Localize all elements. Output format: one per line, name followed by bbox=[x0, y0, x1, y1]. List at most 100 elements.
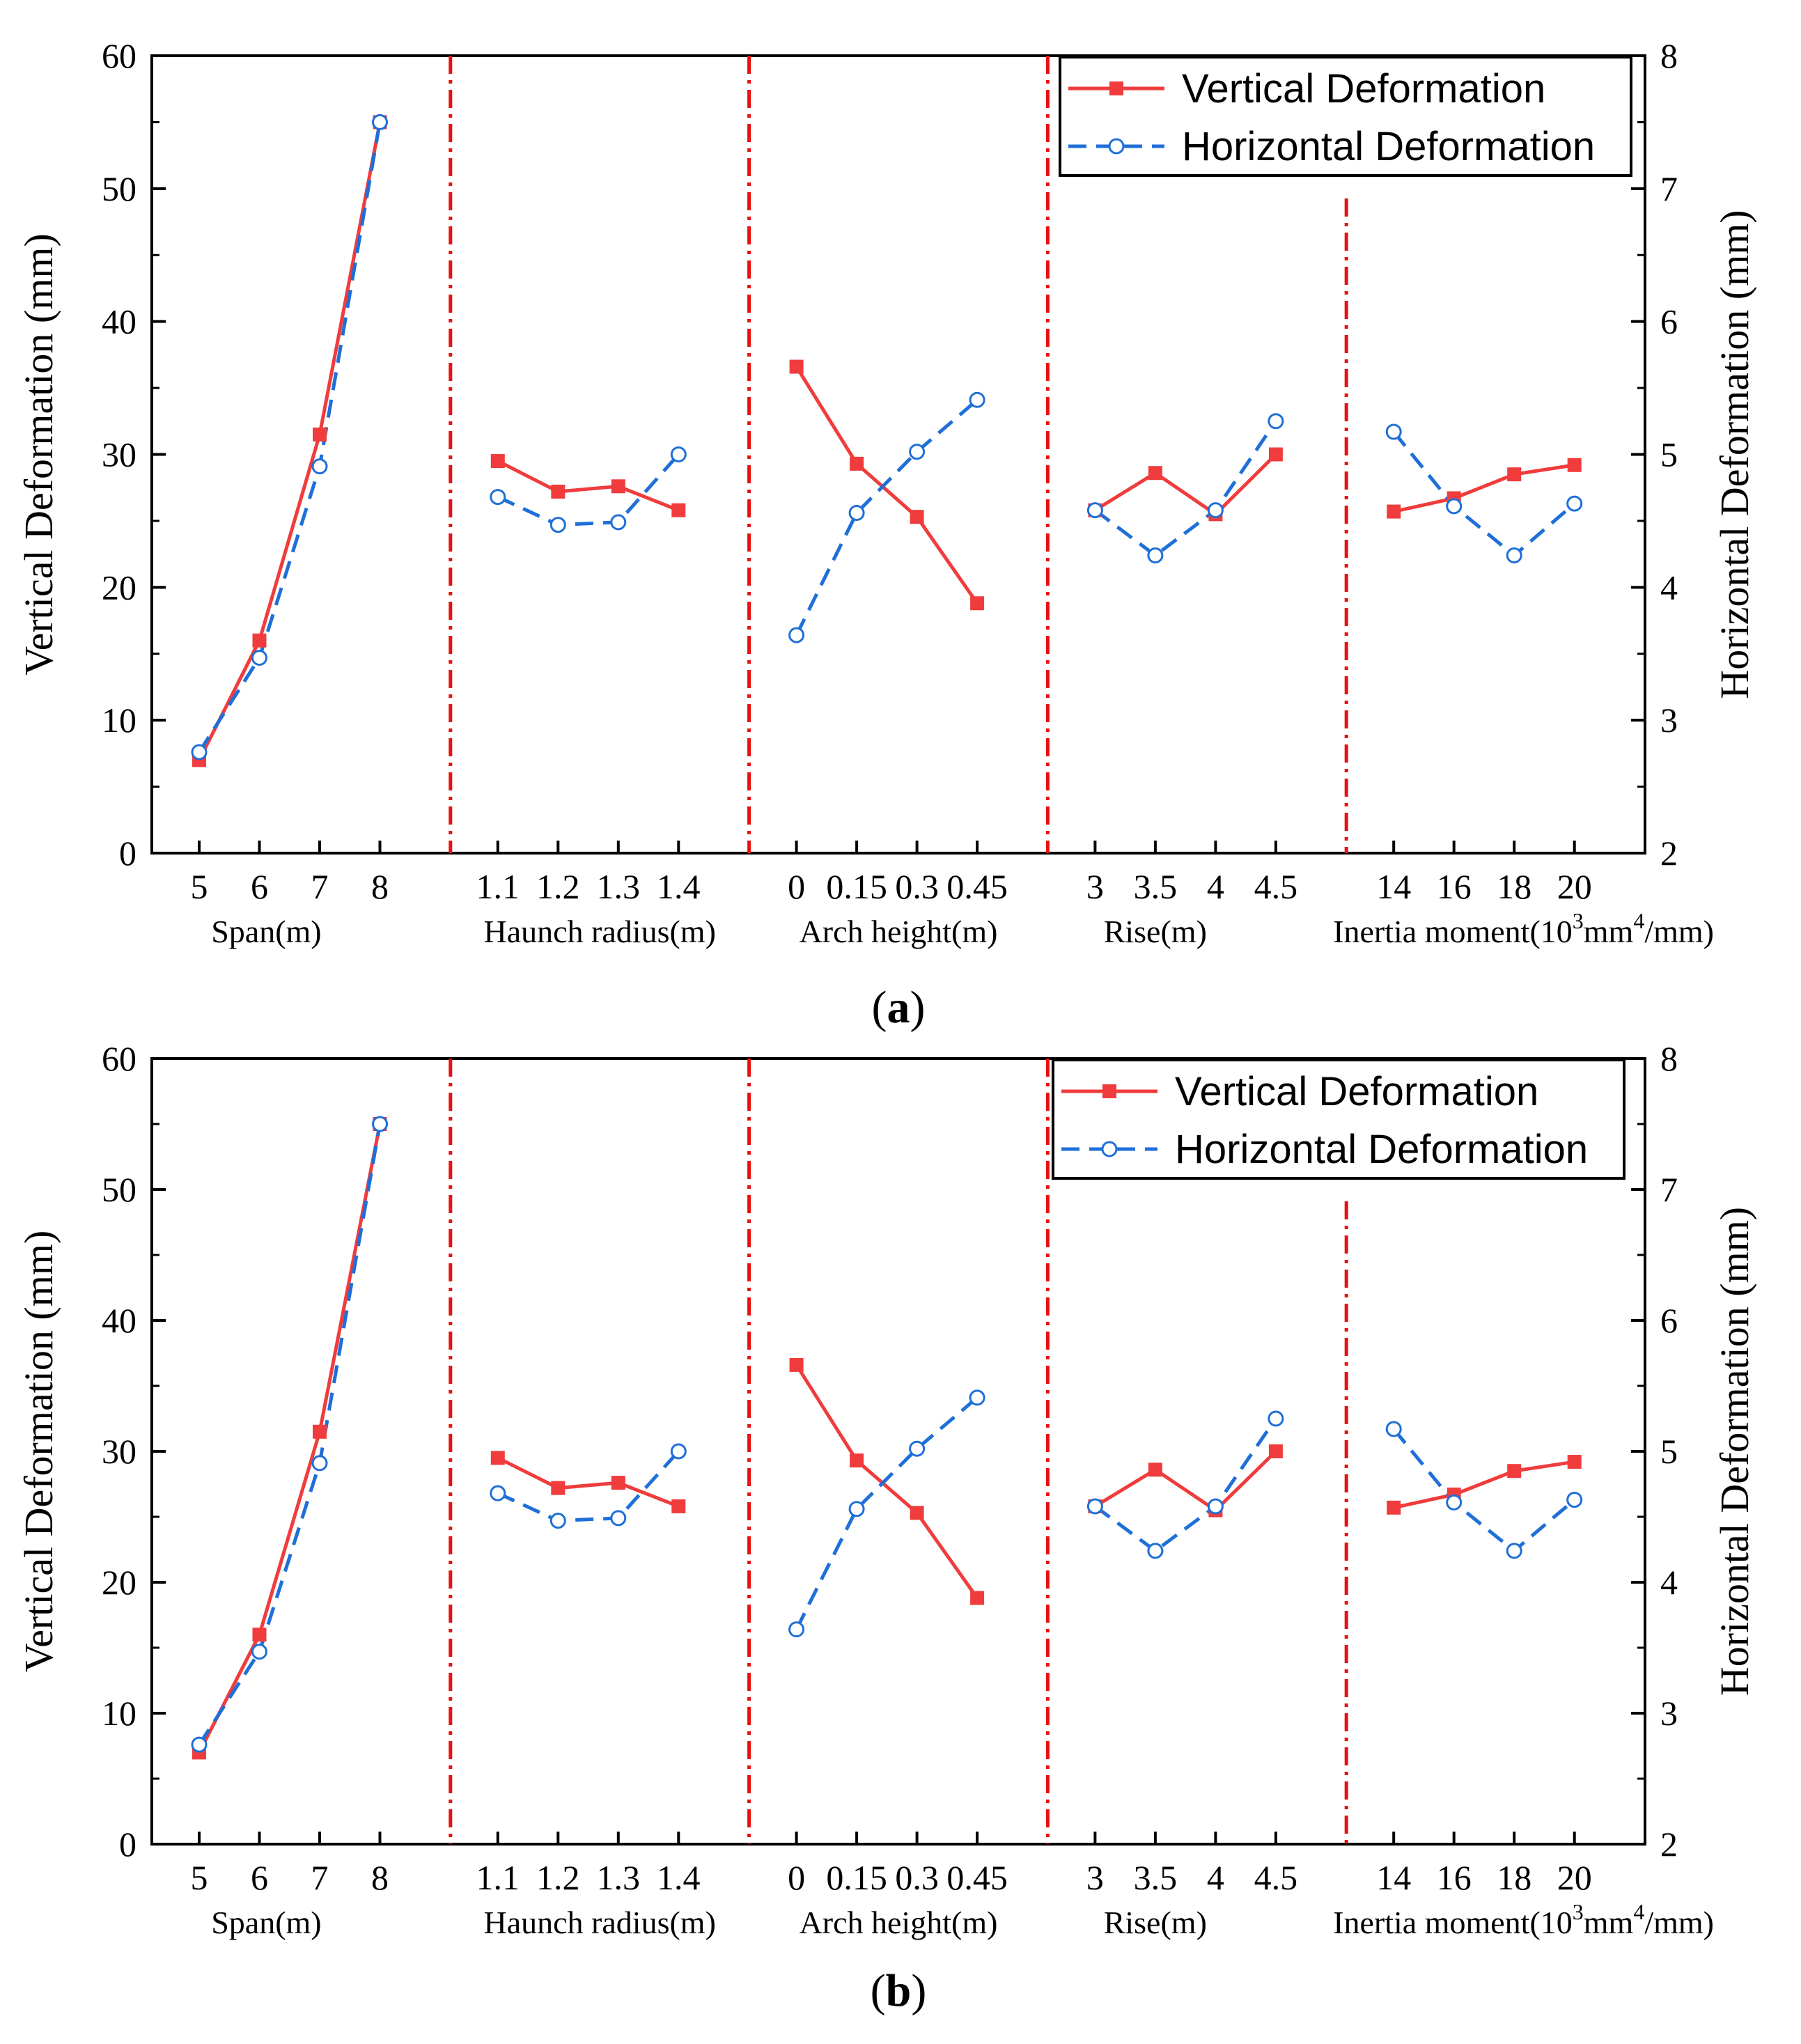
right-axis-title: Horizontal Deformation (mm) bbox=[1712, 210, 1757, 699]
group-xlabel: Rise(m) bbox=[1104, 914, 1207, 949]
horizontal-point bbox=[610, 514, 627, 531]
right-axis-title: Horizontal Deformation (mm) bbox=[1712, 1207, 1757, 1696]
left-tick-label: 30 bbox=[102, 1432, 137, 1471]
vertical-point bbox=[970, 596, 985, 611]
horizontal-point bbox=[1268, 413, 1284, 430]
vertical-point bbox=[252, 633, 267, 648]
vertical-point bbox=[313, 1424, 327, 1439]
vertical-point bbox=[1148, 1462, 1162, 1477]
legend-horizontal-label: Horizontal Deformation bbox=[1182, 124, 1595, 169]
legend-horizontal-marker bbox=[1108, 138, 1125, 155]
horizontal-point bbox=[670, 1443, 687, 1460]
vertical-point bbox=[551, 484, 566, 499]
x-tick-label: 0 bbox=[788, 867, 805, 906]
vertical-deformation-line bbox=[197, 1123, 382, 1754]
left-axis-title: Vertical Deformation (mm) bbox=[16, 233, 61, 676]
vertical-deformation-line bbox=[197, 121, 382, 761]
horizontal-point bbox=[549, 517, 566, 533]
horizontal-point bbox=[1506, 547, 1522, 564]
horizontal-point bbox=[490, 489, 506, 506]
right-tick-label: 7 bbox=[1660, 1170, 1678, 1209]
vertical-deformation-line bbox=[497, 459, 680, 512]
x-tick-label: 7 bbox=[311, 867, 329, 906]
vertical-point bbox=[551, 1481, 566, 1495]
left-tick-label: 40 bbox=[102, 1301, 137, 1340]
vertical-point bbox=[490, 1451, 505, 1465]
horizontal-point bbox=[848, 1501, 865, 1518]
right-tick-label: 6 bbox=[1660, 302, 1678, 341]
x-tick-label: 7 bbox=[311, 1858, 329, 1897]
horizontal-deformation-line bbox=[1392, 1428, 1576, 1554]
x-tick-label: 4 bbox=[1207, 1858, 1224, 1897]
x-tick-label: 18 bbox=[1497, 867, 1531, 906]
group-xlabel: Span(m) bbox=[211, 1905, 321, 1940]
vertical-point bbox=[671, 1499, 686, 1513]
left-tick-label: 60 bbox=[102, 1039, 137, 1078]
x-tick-label: 0.15 bbox=[826, 1858, 887, 1897]
x-tick-label: 1.1 bbox=[476, 867, 520, 906]
horizontal-point bbox=[1446, 1494, 1463, 1511]
group-xlabel: Haunch radius(m) bbox=[484, 914, 716, 949]
right-tick-label: 8 bbox=[1660, 1039, 1678, 1078]
horizontal-point bbox=[372, 114, 388, 130]
group-xlabel: Haunch radius(m) bbox=[484, 1905, 716, 1940]
vertical-point bbox=[490, 454, 505, 469]
x-tick-label: 1.4 bbox=[657, 867, 701, 906]
x-tick-label: 3 bbox=[1086, 1858, 1104, 1897]
horizontal-point bbox=[1086, 1498, 1103, 1515]
legend-horizontal-label: Horizontal Deformation bbox=[1175, 1127, 1588, 1172]
horizontal-point bbox=[311, 1455, 328, 1472]
horizontal-point bbox=[1566, 1492, 1583, 1508]
x-tick-label: 4.5 bbox=[1254, 867, 1298, 906]
x-tick-label: 20 bbox=[1557, 867, 1592, 906]
vertical-deformation-line bbox=[1094, 453, 1277, 517]
x-tick-label: 1.2 bbox=[536, 1858, 580, 1897]
vertical-deformation-line bbox=[1393, 1460, 1575, 1510]
horizontal-point bbox=[490, 1485, 506, 1501]
horizontal-deformation-line bbox=[795, 1396, 979, 1630]
group-xlabel: Inertia moment(103mm4/mm) bbox=[1333, 1899, 1714, 1940]
x-tick-label: 14 bbox=[1376, 1858, 1411, 1897]
left-tick-label: 10 bbox=[102, 1694, 137, 1733]
x-tick-label: 0.45 bbox=[946, 1858, 1008, 1897]
x-tick-label: 16 bbox=[1437, 867, 1472, 906]
vertical-point bbox=[1268, 447, 1283, 462]
vertical-point bbox=[252, 1628, 267, 1642]
left-axis-title: Vertical Deformation (mm) bbox=[16, 1231, 61, 1673]
vertical-point bbox=[1567, 458, 1582, 472]
horizontal-point bbox=[251, 649, 267, 666]
horizontal-point bbox=[1207, 502, 1224, 519]
horizontal-point bbox=[909, 1440, 926, 1457]
x-tick-label: 14 bbox=[1376, 867, 1411, 906]
vertical-deformation-line bbox=[795, 1364, 979, 1600]
legend-horizontal-marker bbox=[1101, 1141, 1118, 1157]
legend: Vertical Deformation Horizontal Deformati… bbox=[1059, 56, 1632, 177]
vertical-point bbox=[1148, 466, 1162, 481]
vertical-deformation-line bbox=[497, 1456, 680, 1508]
right-tick-label: 7 bbox=[1660, 169, 1678, 208]
horizontal-point bbox=[1086, 502, 1103, 519]
horizontal-point bbox=[191, 1736, 208, 1753]
vertical-point bbox=[850, 456, 864, 471]
x-tick-label: 0.3 bbox=[895, 867, 939, 906]
horizontal-point bbox=[311, 458, 328, 475]
x-tick-label: 6 bbox=[251, 1858, 268, 1897]
legend-box bbox=[1052, 1059, 1625, 1180]
vertical-point bbox=[1507, 1464, 1522, 1479]
left-tick-label: 30 bbox=[102, 435, 137, 474]
horizontal-point bbox=[788, 1621, 805, 1638]
x-tick-label: 0 bbox=[788, 1858, 805, 1897]
right-tick-label: 2 bbox=[1660, 1825, 1678, 1864]
x-tick-label: 1.4 bbox=[657, 1858, 701, 1897]
group-xlabel: Arch height(m) bbox=[800, 1905, 998, 1940]
legend: Vertical Deformation Horizontal Deformati… bbox=[1052, 1059, 1625, 1180]
x-tick-label: 4 bbox=[1207, 867, 1224, 906]
horizontal-point bbox=[191, 744, 208, 760]
horizontal-point bbox=[1446, 498, 1463, 515]
vertical-point bbox=[789, 1357, 804, 1372]
horizontal-deformation-line bbox=[795, 398, 979, 637]
right-tick-label: 4 bbox=[1660, 1563, 1678, 1602]
horizontal-point bbox=[372, 1116, 388, 1132]
